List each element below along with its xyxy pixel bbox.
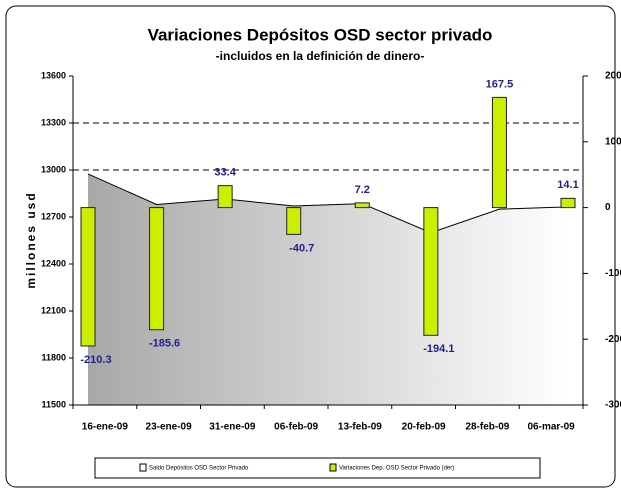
- bar: [491, 96, 507, 209]
- x-tick-label: 16-ene-09: [82, 422, 129, 433]
- y-tick-label: 11800: [41, 352, 66, 362]
- x-tick-label: 06-mar-09: [527, 422, 575, 433]
- data-label: -210.3: [80, 354, 111, 366]
- y2-tick-label: -200: [605, 334, 621, 345]
- x-tick-label: 28-feb-09: [465, 422, 509, 433]
- y2-tick-label: 200: [605, 71, 621, 82]
- chart-subtitle: -incluidos en la definición de dinero-: [216, 49, 425, 63]
- y-axis-label: millones usd: [24, 191, 38, 288]
- y-tick-label: 13600: [41, 70, 66, 80]
- bar: [217, 185, 233, 209]
- chart-title: Variaciones Depósitos OSD sector privado: [148, 25, 493, 44]
- y-tick-label: 12100: [41, 305, 66, 315]
- legend-label: Variaciones Dep. OSD Sector Privado (der…: [339, 466, 454, 472]
- data-label: 14.1: [557, 179, 578, 191]
- legend-label: Saldo Depósitos OSD Sector Privado: [149, 466, 249, 472]
- bar: [423, 207, 439, 336]
- y-tick-label: 11500: [41, 399, 66, 409]
- y2-tick-label: -100: [605, 268, 621, 279]
- y-tick-label: 12400: [41, 258, 66, 268]
- bar: [80, 207, 96, 347]
- legend-box: [94, 457, 541, 479]
- data-label: -40.7: [289, 242, 314, 254]
- area-line: [87, 173, 569, 234]
- bar: [354, 202, 370, 209]
- bar: [560, 197, 576, 209]
- bar: [149, 207, 165, 331]
- data-label: -185.6: [149, 338, 180, 350]
- legend-swatch: [329, 463, 337, 472]
- y2-tick-label: 100: [605, 136, 621, 147]
- data-label: 7.2: [355, 184, 370, 196]
- y2-tick-label: -300: [605, 400, 621, 411]
- legend-swatch: [139, 463, 147, 472]
- x-tick-label: 31-ene-09: [209, 422, 256, 433]
- area: [88, 173, 568, 405]
- x-tick-label: 13-feb-09: [338, 422, 382, 433]
- x-tick-label: 20-feb-09: [402, 422, 446, 433]
- data-label: -194.1: [423, 343, 454, 355]
- y-tick-label: 12700: [41, 211, 66, 221]
- data-label: 167.5: [486, 78, 514, 90]
- x-tick-label: 23-ene-09: [146, 422, 193, 433]
- y-tick-label: 13300: [41, 117, 66, 127]
- data-label: 33.4: [214, 167, 236, 179]
- y-tick-label: 13000: [41, 164, 66, 174]
- bar: [286, 207, 302, 235]
- x-tick-label: 06-feb-09: [274, 422, 318, 433]
- y2-tick-label: 0: [605, 202, 611, 213]
